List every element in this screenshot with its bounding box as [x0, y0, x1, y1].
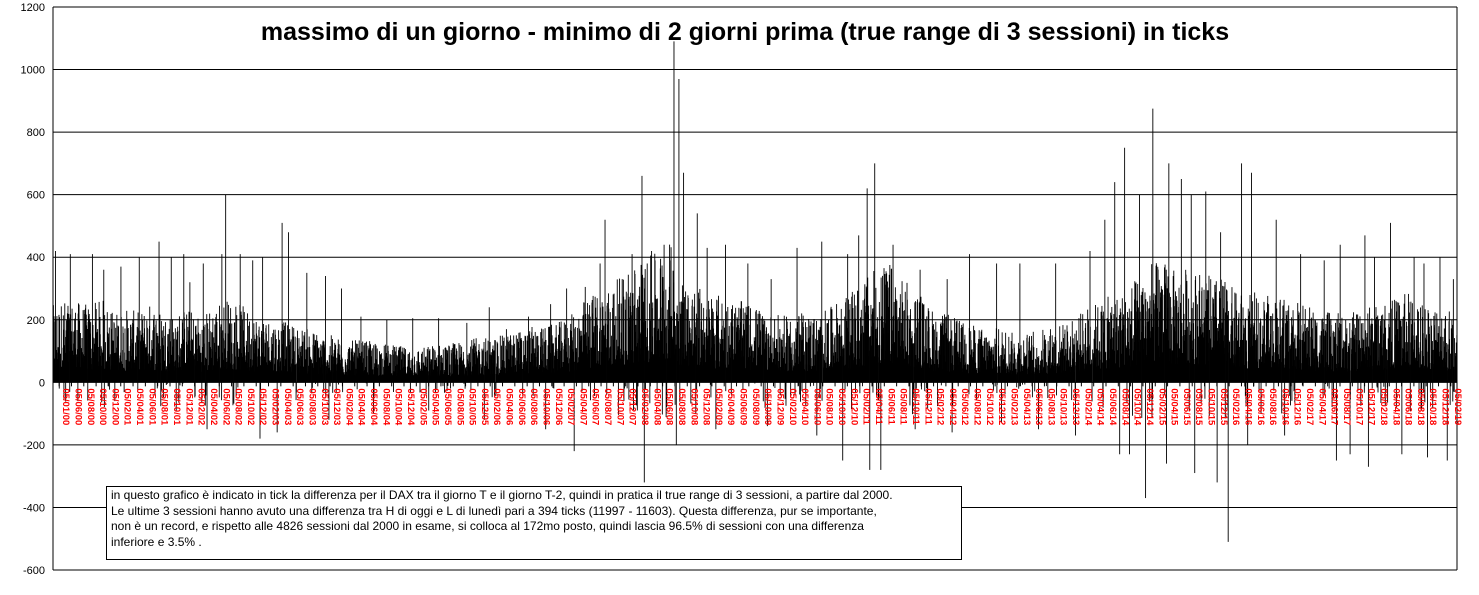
x-tick-label: 05/10/00: [97, 388, 108, 425]
y-tick-label: -400: [23, 502, 45, 514]
x-tick-label: 05/01/00: [60, 388, 71, 425]
x-tick-label: 05/10/02: [245, 388, 256, 425]
y-tick-label: 1000: [21, 65, 45, 77]
x-tick-label: 05/10/11: [910, 388, 921, 425]
y-tick-label: 0: [39, 377, 45, 389]
x-tick-label: 05/10/07: [614, 388, 625, 425]
x-tick-label: 05/12/07: [627, 388, 638, 425]
x-tick-label: 05/02/08: [639, 388, 650, 425]
x-tick-label: 05/06/01: [146, 388, 157, 426]
x-tick-label: 05/08/08: [676, 388, 687, 425]
y-tick-label: 200: [27, 315, 45, 327]
x-tick-label: 05/04/01: [134, 388, 145, 426]
x-tick-label: 05/02/11: [861, 388, 872, 425]
x-tick-label: 05/12/10: [848, 388, 859, 425]
y-tick-label: -600: [23, 565, 45, 577]
x-tick-label: 05/08/11: [898, 388, 909, 425]
x-tick-label: 05/12/03: [331, 388, 342, 425]
x-tick-label: 05/02/04: [343, 388, 354, 426]
x-tick-label: 05/10/08: [688, 388, 699, 425]
x-tick-label: 05/04/03: [282, 388, 293, 425]
x-tick-label: 05/02/05: [417, 388, 428, 426]
x-tick-label: 05/10/04: [393, 388, 404, 426]
x-tick-label: 05/08/07: [602, 388, 613, 425]
x-axis-tick-labels: 05/01/00 05/06/00 05/08/00 05/10/00 05/12/00…: [58, 382, 1463, 426]
data-bars: [52, 41, 1458, 542]
x-tick-label: 05/06/05: [442, 388, 453, 426]
x-tick-label: 05/06/02: [220, 388, 231, 425]
axes: [52, 6, 1458, 571]
y-tick-label: 400: [27, 252, 45, 264]
x-tick-label: 05/08/04: [380, 388, 391, 426]
x-tick-label: 05/04/02: [208, 388, 219, 425]
x-tick-label: 05/02/01: [122, 388, 133, 426]
x-tick-label: 05/04/04: [356, 388, 367, 426]
x-tick-label: 05/06/11: [885, 388, 896, 425]
x-tick-label: 05/10/09: [762, 388, 773, 425]
y-tick-label: -200: [23, 440, 45, 452]
x-tick-label: 05/08/01: [159, 388, 170, 426]
x-tick-label: 05/08/02: [233, 388, 244, 425]
x-tick-label: 05/06/03: [294, 388, 305, 425]
x-tick-label: 05/10/06: [541, 388, 552, 425]
x-tick-label: 05/02/10: [787, 388, 798, 425]
x-tick-label: 05/06/00: [73, 388, 84, 425]
x-tick-label: 05/12/04: [405, 388, 416, 426]
x-tick-label: 05/12/02: [257, 388, 268, 425]
y-tick-label: 800: [27, 127, 45, 139]
x-tick-label: 05/10/03: [319, 388, 330, 425]
x-tick-label: 05/04/11: [873, 388, 884, 425]
x-tick-label: 05/10/10: [836, 388, 847, 425]
x-tick-label: 05/04/10: [799, 388, 810, 425]
x-tick-label: 05/04/09: [725, 388, 736, 425]
x-tick-label: 05/12/11: [922, 388, 933, 425]
x-tick-label: 05/12/06: [553, 388, 564, 425]
x-tick-label: 05/08/09: [750, 388, 761, 425]
x-tick-label: 05/06/10: [811, 388, 822, 425]
x-tick-label: 05/08/00: [85, 388, 96, 425]
x-tick-label: 05/06/06: [516, 388, 527, 425]
x-tick-label: 05/12/01: [183, 388, 194, 426]
y-tick-label: 600: [27, 190, 45, 202]
x-tick-label: 05/08/06: [528, 388, 539, 425]
x-tick-label: 05/12/08: [701, 388, 712, 425]
x-tick-label: 05/08/10: [824, 388, 835, 425]
x-tick-label: 05/04/05: [430, 388, 441, 426]
x-tick-label: 05/12/00: [109, 388, 120, 425]
x-tick-label: 05/02/07: [565, 388, 576, 425]
x-tick-label: 05/06/08: [664, 388, 675, 425]
x-tick-label: 05/12/05: [479, 388, 490, 426]
x-tick-label: 05/02/09: [713, 388, 724, 425]
x-tick-label: 05/06/09: [738, 388, 749, 425]
x-tick-label: 05/04/06: [504, 388, 515, 425]
x-tick-label: 05/08/05: [454, 388, 465, 426]
x-tick-label: 05/06/07: [590, 388, 601, 425]
x-tick-label: 05/10/05: [467, 388, 478, 426]
x-tick-label: 05/02/03: [270, 388, 281, 425]
x-tick-label: 05/06/04: [368, 388, 379, 426]
x-tick-label: 05/02/02: [196, 388, 207, 425]
x-tick-label: 05/10/01: [171, 388, 182, 426]
y-tick-label: 1200: [21, 2, 45, 14]
x-tick-label: 05/12/09: [775, 388, 786, 425]
x-tick-label: 05/04/08: [651, 388, 662, 425]
y-axis-tick-labels: -600 -400 -200 0 200 400 600 800 1000 1200: [21, 2, 45, 577]
x-tick-label: 05/08/03: [307, 388, 318, 425]
x-tick-label: 05/02/06: [491, 388, 502, 425]
x-tick-label: 05/04/07: [577, 388, 588, 425]
